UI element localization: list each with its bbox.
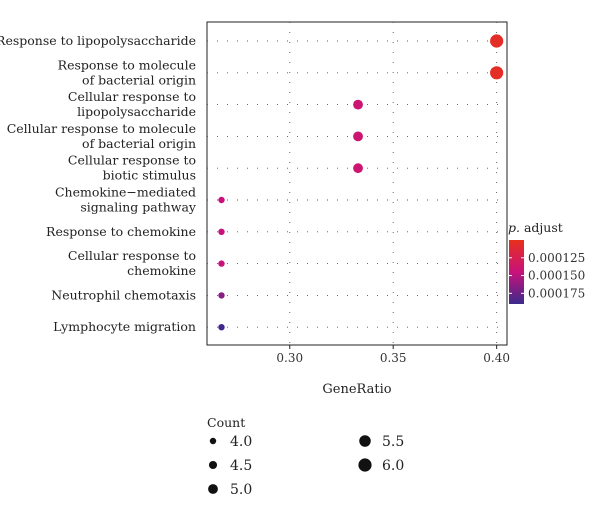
x-axis-title: GeneRatio xyxy=(322,382,391,397)
category-label: Response to chemokine xyxy=(46,224,196,239)
category-label: Cellular response to molecule of bacteria… xyxy=(7,121,196,151)
category-label: Lymphocyte migration xyxy=(53,319,196,334)
data-point xyxy=(353,131,363,142)
size-legend: Count 4.0 4.5 5.0 5.5 6.0 xyxy=(207,415,404,498)
data-point xyxy=(218,260,225,267)
color-legend-bar xyxy=(509,240,524,304)
x-tick-label: 0.30 xyxy=(276,351,303,365)
size-legend-dot xyxy=(208,484,218,494)
category-label: Cellular response to biotic stimulus xyxy=(68,153,196,183)
data-point xyxy=(218,292,225,299)
color-tick-label: 0.000175 xyxy=(528,286,585,300)
category-label: Chemokine−mediated signaling pathway xyxy=(55,185,197,215)
data-point xyxy=(353,163,363,174)
plot-panel xyxy=(206,21,508,346)
category-label: Neutrophil chemotaxis xyxy=(51,287,196,302)
color-legend: p. adjust 0.000125 0.000150 0.000175 xyxy=(508,220,585,304)
data-point xyxy=(218,324,225,331)
color-tick-label: 0.000150 xyxy=(528,269,585,283)
size-legend-label: 4.5 xyxy=(230,458,252,474)
data-point xyxy=(218,228,225,235)
data-points xyxy=(218,34,504,331)
x-tick-label: 0.35 xyxy=(380,351,407,365)
category-labels: Response to lipopolysaccharide Response t… xyxy=(0,33,197,334)
size-legend-label: 6.0 xyxy=(382,458,404,474)
category-label: Cellular response to chemokine xyxy=(68,248,196,278)
size-legend-dot xyxy=(209,437,217,445)
data-point xyxy=(353,99,363,110)
size-legend-label: 5.0 xyxy=(230,482,252,498)
size-legend-dot xyxy=(358,458,372,472)
size-legend-items: 4.0 4.5 5.0 5.5 6.0 xyxy=(208,434,404,498)
category-label: Response to lipopolysaccharide xyxy=(0,33,196,48)
color-legend-ticks: 0.000125 0.000150 0.000175 xyxy=(509,251,585,300)
data-point xyxy=(218,196,225,204)
color-tick-label: 0.000125 xyxy=(528,251,585,265)
category-label: Response to molecule of bacterial origin xyxy=(58,57,196,87)
category-label: Cellular response to lipopolysaccharide xyxy=(68,89,196,119)
data-point xyxy=(490,34,504,48)
data-point xyxy=(490,66,504,80)
size-legend-label: 4.0 xyxy=(230,434,252,450)
size-legend-dot xyxy=(359,435,371,447)
size-legend-title: Count xyxy=(207,415,245,430)
size-legend-dot xyxy=(208,460,218,470)
color-legend-title: p. adjust xyxy=(508,220,563,235)
size-legend-label: 5.5 xyxy=(382,434,404,450)
x-axis-ticks: 0.30 0.35 0.40 xyxy=(276,345,510,365)
x-tick-label: 0.40 xyxy=(483,351,510,365)
